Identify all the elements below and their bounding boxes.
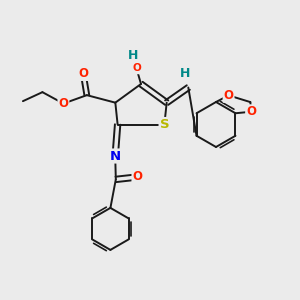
Text: O: O [224, 89, 234, 102]
Text: O: O [78, 67, 88, 80]
Text: H: H [128, 49, 139, 62]
Text: H: H [179, 67, 190, 80]
Text: O: O [132, 170, 142, 184]
Text: N: N [110, 149, 121, 163]
Text: O: O [246, 105, 256, 118]
Text: S: S [160, 118, 169, 131]
Text: O: O [132, 63, 141, 74]
Text: O: O [58, 97, 68, 110]
